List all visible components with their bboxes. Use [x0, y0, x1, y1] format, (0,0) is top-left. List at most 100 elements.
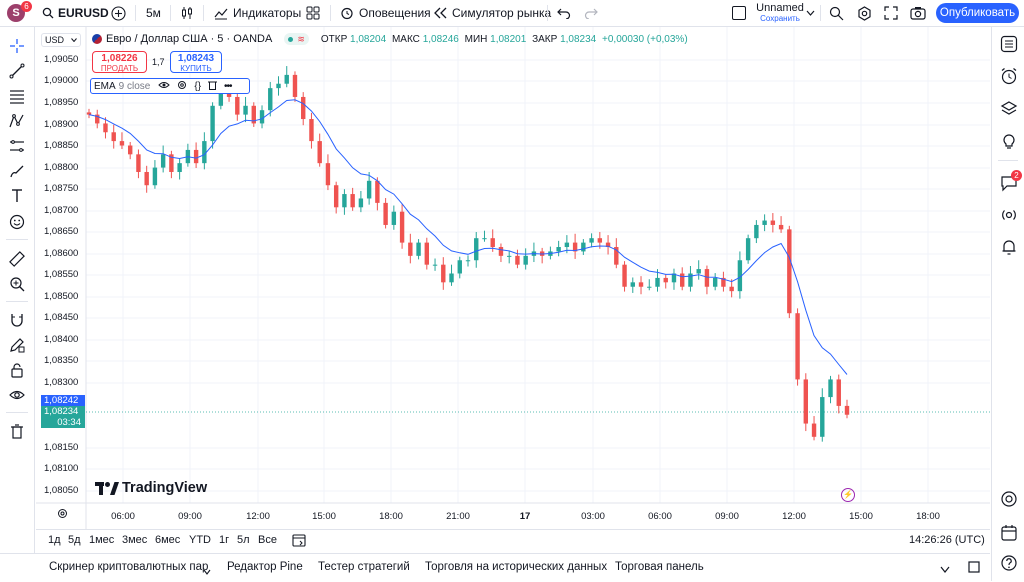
crosshair-tool[interactable]	[5, 35, 29, 57]
alerts-panel-button[interactable]	[997, 64, 1021, 88]
range-button[interactable]: 5д	[68, 534, 81, 546]
redo-button[interactable]	[584, 0, 598, 26]
candle-body	[828, 379, 833, 398]
alerts-button[interactable]: Оповещения	[340, 0, 431, 26]
layout-checkbox[interactable]	[732, 0, 746, 26]
ideas-button[interactable]	[997, 129, 1021, 153]
trendline-tool[interactable]	[5, 60, 29, 82]
price-chart[interactable]	[0, 0, 990, 529]
last-price: 1,08234	[44, 406, 79, 417]
add-symbol-button[interactable]	[111, 0, 126, 26]
goto-date-button[interactable]	[292, 533, 306, 550]
range-button[interactable]: 1мес	[89, 534, 115, 546]
text-tool[interactable]	[5, 185, 29, 207]
publish-button[interactable]: Опубликовать	[936, 3, 1019, 23]
gear-icon	[858, 5, 871, 21]
help-button[interactable]	[997, 551, 1021, 575]
lock-all-tool[interactable]	[5, 359, 29, 381]
symbol-title[interactable]: Евро / Доллар США · 5 · OANDA	[106, 33, 273, 45]
range-button[interactable]: 1д	[48, 534, 61, 546]
dom-button[interactable]	[997, 487, 1021, 511]
ask-price-tag: 1,08242	[41, 395, 85, 407]
forecast-tool[interactable]	[5, 135, 29, 157]
indicator-legend[interactable]: EMA 9 close {} •••	[90, 78, 250, 94]
bottom-tab[interactable]: Торговая панель	[615, 561, 704, 573]
range-button[interactable]: 1г	[219, 534, 230, 546]
avatar[interactable]: S	[7, 4, 25, 22]
chevron-down-icon	[71, 38, 77, 42]
event-marker-icon[interactable]: ⚡	[841, 488, 855, 502]
streams-button[interactable]	[997, 203, 1021, 227]
utc-clock[interactable]: 14:26:26 (UTC)	[909, 534, 985, 546]
settings-button[interactable]	[857, 0, 872, 26]
ruler-tool[interactable]	[5, 248, 29, 270]
symbol-search[interactable]: EURUSD	[42, 0, 109, 26]
object-tree-button[interactable]	[997, 97, 1021, 121]
price-tick-label: 1,09050	[44, 54, 79, 65]
sell-button[interactable]: 1,08226 ПРОДАТЬ	[92, 51, 147, 73]
calendar-button[interactable]	[997, 521, 1021, 545]
layout-menu-button[interactable]	[806, 0, 815, 26]
range-button[interactable]: 6мес	[155, 534, 181, 546]
watchlist-button[interactable]	[997, 32, 1021, 56]
indicators-button[interactable]: Индикаторы	[214, 0, 301, 26]
chart-type-button[interactable]	[180, 0, 194, 26]
trash-icon	[11, 424, 23, 439]
trash-icon[interactable]	[208, 80, 218, 93]
maximize-panel-button[interactable]	[968, 561, 980, 576]
notifications-button[interactable]	[997, 235, 1021, 259]
alarm-icon	[341, 7, 353, 20]
undo-button[interactable]	[557, 0, 571, 26]
range-button[interactable]: 5л	[237, 534, 250, 546]
time-tick-label: 18:00	[379, 511, 403, 522]
layout-grid-button[interactable]	[306, 0, 320, 26]
range-button[interactable]: 3мес	[122, 534, 148, 546]
top-toolbar: S 6 EURUSD 5м Индикаторы Оповещения Симу…	[0, 0, 1024, 27]
range-button[interactable]: Все	[258, 534, 277, 546]
crosshair-icon	[10, 39, 24, 53]
candle-body	[268, 88, 273, 111]
remove-drawings-tool[interactable]	[5, 420, 29, 442]
time-tick-label: 06:00	[111, 511, 135, 522]
fib-tool[interactable]	[5, 85, 29, 107]
hide-drawings-tool[interactable]	[5, 384, 29, 406]
collapse-panel-button[interactable]	[940, 562, 950, 576]
bottom-tab[interactable]: Скринер криптовалютных пар	[49, 561, 209, 573]
bottom-tab[interactable]: Тестер стратегий	[318, 561, 410, 573]
candle-body	[688, 273, 693, 287]
bottom-tab[interactable]: Торговля на исторических данных	[425, 561, 608, 573]
range-button[interactable]: YTD	[189, 534, 211, 546]
layout-name-button[interactable]: Unnamed Сохранить	[754, 2, 806, 24]
indicator-params: 9 close	[118, 80, 151, 92]
grid-icon	[306, 6, 320, 20]
currency-selector[interactable]: USD	[41, 33, 81, 47]
time-tick-label: 17	[519, 511, 531, 522]
emoji-tool[interactable]	[5, 211, 29, 233]
date-range-bar: 1д 5д 1мес 3мес 6мес YTD 1г 5л Все 14:26:26 (UTC…	[36, 529, 990, 552]
chevron-down-icon[interactable]	[203, 564, 211, 578]
magnet-tool[interactable]	[5, 309, 29, 331]
interval-button[interactable]: 5м	[146, 0, 161, 26]
status-dot-icon	[288, 36, 294, 42]
source-code-icon[interactable]: {}	[194, 80, 202, 92]
candle-body	[408, 242, 413, 256]
spread-value: 1,7	[152, 57, 165, 67]
brush-tool[interactable]	[5, 160, 29, 182]
more-icon[interactable]: •••	[224, 80, 232, 92]
high-value: 1,08246	[422, 33, 459, 45]
fullscreen-button[interactable]	[884, 0, 898, 26]
gear-icon[interactable]	[177, 80, 187, 93]
bottom-tab[interactable]: Редактор Pine	[227, 561, 303, 573]
buy-button[interactable]: 1,08243 КУПИТЬ	[170, 51, 222, 73]
eye-icon[interactable]	[158, 80, 171, 93]
time-axis-settings-icon[interactable]	[57, 508, 68, 522]
quick-search-button[interactable]	[829, 0, 844, 26]
snapshot-button[interactable]	[910, 0, 926, 26]
help-icon	[1001, 555, 1017, 571]
pattern-tool[interactable]	[5, 110, 29, 132]
lock-drawings-tool[interactable]	[5, 334, 29, 356]
maximize-icon	[968, 561, 980, 573]
replay-button[interactable]: Симулятор рынка	[434, 0, 551, 26]
zoom-tool[interactable]	[5, 273, 29, 295]
chevron-down-icon	[940, 566, 950, 573]
